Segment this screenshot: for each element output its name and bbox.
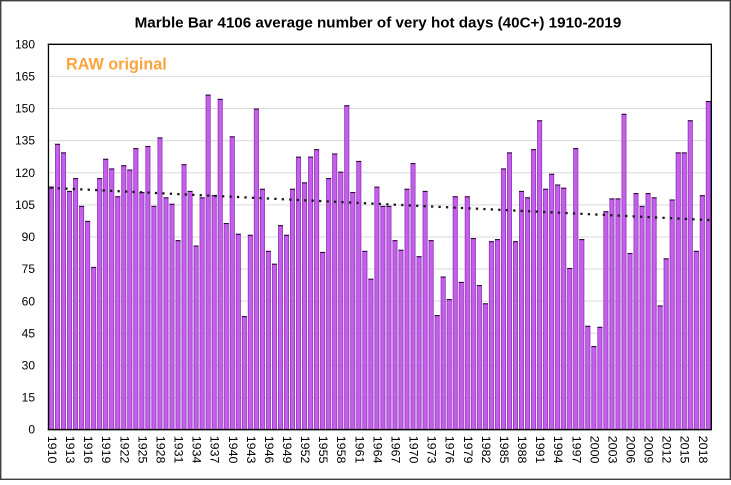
svg-text:RAW original: RAW original [66,55,167,73]
svg-text:135: 135 [15,134,35,148]
svg-text:1946: 1946 [262,436,276,464]
svg-text:2018: 2018 [696,436,710,464]
svg-text:90: 90 [22,230,36,244]
svg-text:1988: 1988 [515,436,529,464]
svg-text:180: 180 [15,37,35,51]
svg-text:1997: 1997 [569,436,583,464]
svg-text:1949: 1949 [280,436,294,464]
svg-text:2012: 2012 [660,436,674,464]
svg-text:1958: 1958 [334,436,348,464]
svg-text:2003: 2003 [605,436,619,464]
svg-text:1994: 1994 [551,436,565,464]
svg-text:0: 0 [28,423,35,437]
svg-text:165: 165 [15,69,35,83]
svg-text:150: 150 [15,102,35,116]
svg-text:1964: 1964 [370,436,384,464]
svg-text:1931: 1931 [172,436,186,464]
svg-text:15: 15 [22,391,36,405]
svg-text:1910: 1910 [45,436,59,464]
svg-text:2006: 2006 [624,436,638,464]
svg-text:1961: 1961 [352,436,366,464]
svg-text:1973: 1973 [425,436,439,464]
svg-text:60: 60 [22,294,36,308]
svg-text:1970: 1970 [407,436,421,464]
svg-text:1979: 1979 [461,436,475,464]
svg-text:1985: 1985 [497,436,511,464]
svg-text:30: 30 [22,358,36,372]
svg-text:105: 105 [15,198,35,212]
svg-text:120: 120 [15,166,35,180]
svg-text:2000: 2000 [587,436,601,464]
svg-text:1916: 1916 [81,436,95,464]
svg-text:1943: 1943 [244,436,258,464]
svg-text:1925: 1925 [135,436,149,464]
svg-text:75: 75 [22,262,36,276]
svg-text:1952: 1952 [298,436,312,464]
svg-text:1991: 1991 [533,436,547,464]
svg-text:1976: 1976 [443,436,457,464]
svg-text:Marble Bar 4106 average number: Marble Bar 4106 average number of very h… [135,14,622,31]
svg-text:1922: 1922 [117,436,131,464]
svg-text:1940: 1940 [226,436,240,464]
svg-text:1919: 1919 [99,436,113,464]
svg-text:1955: 1955 [316,436,330,464]
svg-text:1913: 1913 [63,436,77,464]
svg-text:1982: 1982 [479,436,493,464]
svg-text:1937: 1937 [208,436,222,464]
svg-text:1934: 1934 [190,436,204,464]
svg-text:45: 45 [22,326,36,340]
svg-text:1967: 1967 [388,436,402,464]
svg-text:2009: 2009 [642,436,656,464]
svg-text:1928: 1928 [153,436,167,464]
svg-text:2015: 2015 [678,436,692,464]
